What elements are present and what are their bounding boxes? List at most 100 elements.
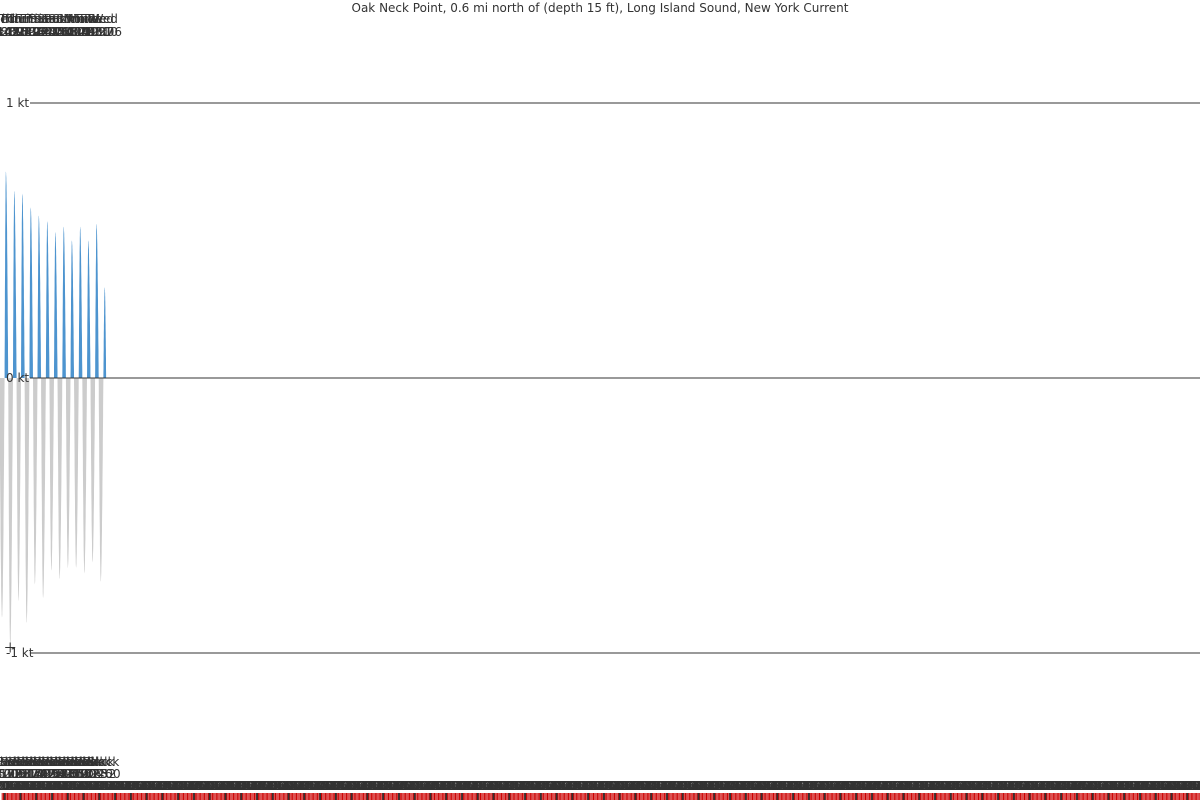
slack-event-label: Slack23:37 [0, 755, 22, 781]
hour-tick-label: 16 [71, 779, 86, 793]
hour-tick-label: 00 [202, 779, 217, 793]
max-event-labels: Wed19:42Thu01:39Thu08:10Thu14:24Thu20:39… [0, 12, 122, 39]
slack-label: Slack [9, 755, 41, 769]
hour-tick-label: 02 [46, 779, 61, 793]
hour-tick-label: 14 [274, 779, 289, 793]
hour-tick-label: 14 [101, 779, 116, 793]
max-event-time: 04:54 [38, 25, 73, 39]
hour-tick-label: 08 [129, 779, 144, 793]
hour-tick-label: 22 [169, 779, 184, 793]
hour-tick-label: 18 [88, 779, 103, 793]
hour-tick-label: 04 [31, 779, 46, 793]
ebb-lobe [49, 378, 54, 571]
flood-lobe [29, 207, 33, 378]
hour-tick-label: 18 [277, 779, 292, 793]
slack-time: 08:13 [40, 767, 75, 781]
hour-tick-label: 08 [97, 779, 112, 793]
flood-lobe [45, 221, 50, 378]
ebb-lobe [0, 378, 5, 618]
hour-tick-label: 16 [197, 779, 212, 793]
hour-tick-label: 14 [259, 779, 274, 793]
hour-tick-label: 22 [217, 779, 232, 793]
max-event-day: Fri [28, 12, 42, 26]
hour-tick-label: 12 [68, 779, 83, 793]
hour-tick-label: 14 [69, 779, 84, 793]
hour-tick-label: 04 [205, 779, 220, 793]
hour-tick-label: 20 [294, 779, 309, 793]
max-event-time: 06:04 [55, 25, 90, 39]
hour-tick-label: 06 [17, 779, 32, 793]
hour-tick-label: 10 [256, 779, 271, 793]
slack-time: 16:30 [61, 767, 96, 781]
hour-tick-label: 04 [268, 779, 283, 793]
hour-tick-label: 10 [209, 779, 224, 793]
slack-time: 15:30 [45, 767, 80, 781]
hour-tick-label: 12 [52, 779, 67, 793]
hour-tick-label: 10 [4, 779, 19, 793]
hour-tick-label: 20 [247, 779, 262, 793]
slack-time: 02:50 [37, 767, 72, 781]
hour-tick-label: 02 [0, 779, 14, 793]
max-event-day: Fri [15, 12, 29, 26]
hour-tick-label: 02 [156, 779, 171, 793]
max-event-day: Sat [33, 12, 53, 26]
max-event-time: 19:42 [0, 25, 19, 39]
y-tick-label: 0 kt [6, 371, 29, 385]
hour-tick-label: 08 [50, 779, 65, 793]
ebb-lobe [90, 378, 96, 563]
hour-tick-label: 14 [306, 779, 321, 793]
hour-tick-label: 18 [246, 779, 261, 793]
hour-tick-label: 14 [148, 779, 163, 793]
hour-tick-label: 14 [54, 779, 69, 793]
slack-time: 05:09 [0, 767, 26, 781]
hour-tick-label: 04 [252, 779, 267, 793]
slack-time: 19:54 [32, 767, 67, 781]
hour-tick-label: 14 [133, 779, 148, 793]
max-event-day: Thu [2, 12, 26, 26]
hour-tick-label: 08 [34, 779, 49, 793]
slack-time: 14:27 [29, 767, 64, 781]
max-event-time: 08:10 [0, 25, 27, 39]
hour-tick-label: 16 [181, 779, 196, 793]
hour-tick-label: 14 [290, 779, 305, 793]
slack-time: 23:37 [0, 767, 22, 781]
hour-tick-label: 20 [136, 779, 151, 793]
ebb-lobe [24, 378, 30, 623]
hour-tick-label: 08 [113, 779, 128, 793]
hour-tick-label: 00 [76, 779, 91, 793]
hour-tick-label: 08 [239, 779, 254, 793]
hour-tick-label: 16 [260, 779, 275, 793]
slack-time: 20:56 [49, 767, 84, 781]
hour-tick-label: 18 [9, 779, 24, 793]
hour-tick-label: 00 [234, 779, 249, 793]
hour-tick-label: 14 [180, 779, 195, 793]
hour-ticks: 2022000204060810121416182022000204060810… [0, 779, 1200, 800]
hour-tick-label: 02 [140, 779, 155, 793]
max-event-day: Tue [73, 12, 95, 26]
max-event-day: Fri [24, 12, 38, 26]
hour-tick-label: 16 [228, 779, 243, 793]
hour-tick-label: 00 [171, 779, 186, 793]
slack-label: Slack [79, 755, 111, 769]
hour-tick-label: 00 [249, 779, 264, 793]
hour-tick-label: 00 [155, 779, 170, 793]
hour-tick-label: 12 [37, 779, 52, 793]
max-event-label: Wed19:42 [0, 12, 19, 39]
hour-tick-label: 22 [59, 779, 74, 793]
ebb-lobe [33, 378, 38, 585]
hour-tick-label: 02 [14, 779, 29, 793]
hour-tick-label: 22 [106, 779, 121, 793]
hour-tick-label: 20 [58, 779, 73, 793]
max-event-day: Sun [52, 12, 75, 26]
max-event-time: 14:24 [0, 25, 32, 39]
